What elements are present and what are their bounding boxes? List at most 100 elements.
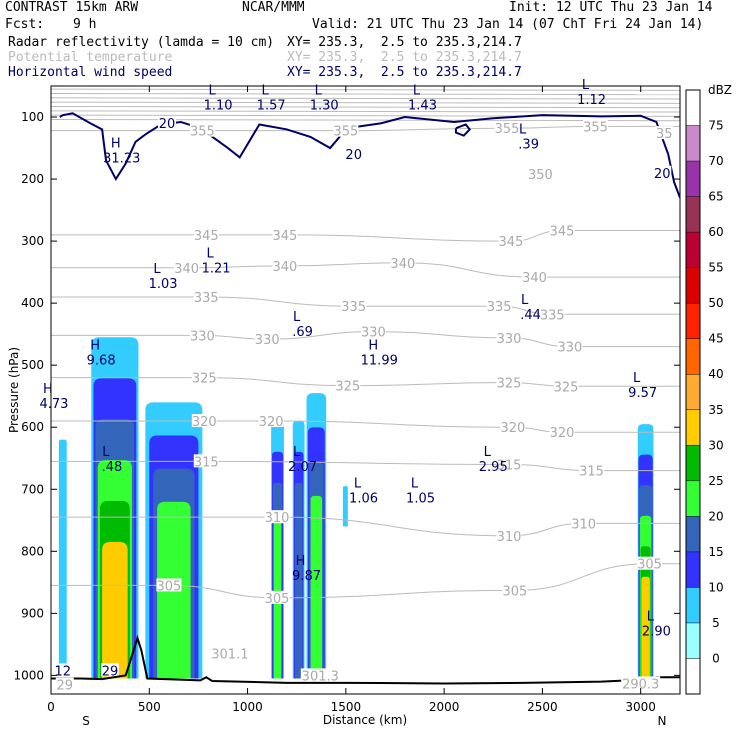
- y-tick-label: 800: [21, 544, 44, 558]
- y-tick-label: 200: [21, 172, 44, 186]
- reflectivity-cell: [310, 495, 323, 679]
- y-tick-label: 100: [21, 110, 44, 124]
- colorbar-tick-label: 35: [708, 403, 723, 417]
- theta-contour-label: 325: [192, 372, 217, 387]
- extremum-value: 1.05: [406, 491, 435, 506]
- wind-contour-line: [454, 123, 472, 137]
- y-tick-label: 500: [21, 358, 44, 372]
- theta-label-bg: [189, 123, 215, 137]
- extremum-value: 2.95: [479, 460, 508, 475]
- reflectivity-cell: [102, 542, 128, 679]
- x-tick-label: 1000: [232, 700, 263, 714]
- theta-label-bg: [571, 516, 597, 530]
- theta-label-bg: [553, 379, 579, 393]
- colorbar-tick-label: 45: [708, 332, 723, 346]
- center-label: NCAR/MMM: [242, 0, 305, 15]
- theta-contour-line: [51, 262, 680, 278]
- colorbar-tick-label: 50: [708, 296, 723, 310]
- colorbar-tick-label: 55: [708, 261, 723, 275]
- field2-name: Potential temperature: [8, 50, 173, 65]
- extremum-kind: L: [208, 84, 216, 99]
- colorbar-tick-label: 5: [712, 616, 720, 630]
- reflectivity-cell: [294, 482, 303, 679]
- extremum-value: 2.90: [642, 625, 671, 640]
- theta-label-bg: [174, 260, 200, 274]
- theta-label-bg: [549, 223, 575, 237]
- theta-contour-label: 315: [579, 465, 604, 480]
- x-tick-label: 2000: [429, 700, 460, 714]
- theta-label-bg: [264, 590, 290, 604]
- extremum-value: 11.99: [361, 354, 398, 369]
- colorbar-tick-label: 65: [708, 190, 723, 204]
- theta-label-bg: [549, 425, 575, 439]
- fcst-label: Fcst:: [5, 17, 45, 32]
- x-tick-label: 1500: [331, 700, 362, 714]
- theta-label-bg: [341, 299, 367, 313]
- theta-contour-line: [51, 119, 680, 122]
- colorbar-swatch: [686, 658, 700, 694]
- extremum-kind: H: [368, 339, 378, 354]
- theta-contour-label: 325: [554, 380, 579, 395]
- x-tick-label: 2500: [527, 700, 558, 714]
- theta-contour-label: 355: [583, 120, 608, 135]
- theta-contour-line: [51, 460, 680, 472]
- field3-xy: XY= 235.3, 2.5 to 235.3,214.7: [287, 65, 522, 80]
- x-end-label-north: N: [658, 714, 667, 728]
- y-tick-label: 300: [21, 234, 44, 248]
- y-tick-label: 400: [21, 296, 44, 310]
- colorbar-swatch: [686, 196, 700, 233]
- colorbar-swatch: [686, 480, 700, 517]
- theta-contour-line: [51, 516, 680, 537]
- extremum-value: 1.10: [204, 99, 233, 114]
- wind-label-bg: [53, 663, 72, 677]
- theta-contour-label: 320: [192, 415, 217, 430]
- y-tick-label: 600: [21, 420, 44, 434]
- theta-contour-label: 355: [333, 125, 358, 140]
- theta-label-bg: [579, 463, 605, 477]
- wind-contour-label: 20: [345, 148, 362, 163]
- colorbar-swatch: [686, 232, 700, 268]
- extremum-kind: L: [206, 247, 214, 262]
- x-axis-label: Distance (km): [323, 713, 407, 727]
- colorbar-swatch: [686, 551, 700, 588]
- theta-label-bg: [272, 227, 298, 241]
- theta-contour-label: 345: [499, 235, 524, 250]
- colorbar-unit: dBZ: [708, 83, 732, 97]
- theta-contour-line: [51, 105, 680, 109]
- colorbar-tick-label: 30: [708, 438, 723, 452]
- theta-contour-label: 330: [190, 329, 215, 344]
- theta-contour-label: 340: [390, 257, 415, 272]
- theta-label-bg: [486, 299, 512, 313]
- theta-label-bg: [272, 258, 298, 272]
- extremum-value: .48: [102, 460, 123, 475]
- colorbar-tick-label: 70: [708, 154, 723, 168]
- theta-contour-label: 305: [265, 592, 290, 607]
- theta-contour-label: 355: [190, 125, 215, 140]
- colorbar-tick-label: 0: [712, 651, 720, 665]
- theta-label-bg: [264, 510, 290, 524]
- extremum-kind: L: [411, 476, 419, 491]
- extremum-kind: H: [43, 382, 53, 397]
- theta-label-bg: [333, 123, 359, 137]
- theta-contour-label: 35: [656, 127, 673, 142]
- colorbar-swatch: [686, 267, 700, 304]
- plot-frame: [50, 85, 681, 695]
- theta-contour-label: 340: [272, 260, 297, 275]
- colorbar-tick-label: 15: [708, 545, 723, 559]
- theta-label-bg: [300, 668, 340, 682]
- theta-contour-label: 355: [495, 122, 520, 137]
- theta-contour-line: [51, 88, 680, 91]
- extremum-value: 1.06: [349, 491, 378, 506]
- wind-contour-label: 20: [654, 167, 671, 182]
- colorbar-swatch: [686, 622, 700, 659]
- extremum-value: 1.03: [149, 277, 178, 292]
- theta-label-bg: [637, 556, 663, 570]
- theta-contour-label: 315: [194, 455, 219, 470]
- theta-contour-label: 335: [194, 291, 219, 306]
- theta-contour-label: 305: [502, 584, 527, 599]
- theta-label-bg: [254, 332, 280, 346]
- extremum-kind: L: [519, 123, 527, 138]
- field2-xy: XY= 235.3, 2.5 to 235.3,214.7: [287, 50, 522, 65]
- colorbar-swatch: [686, 125, 700, 162]
